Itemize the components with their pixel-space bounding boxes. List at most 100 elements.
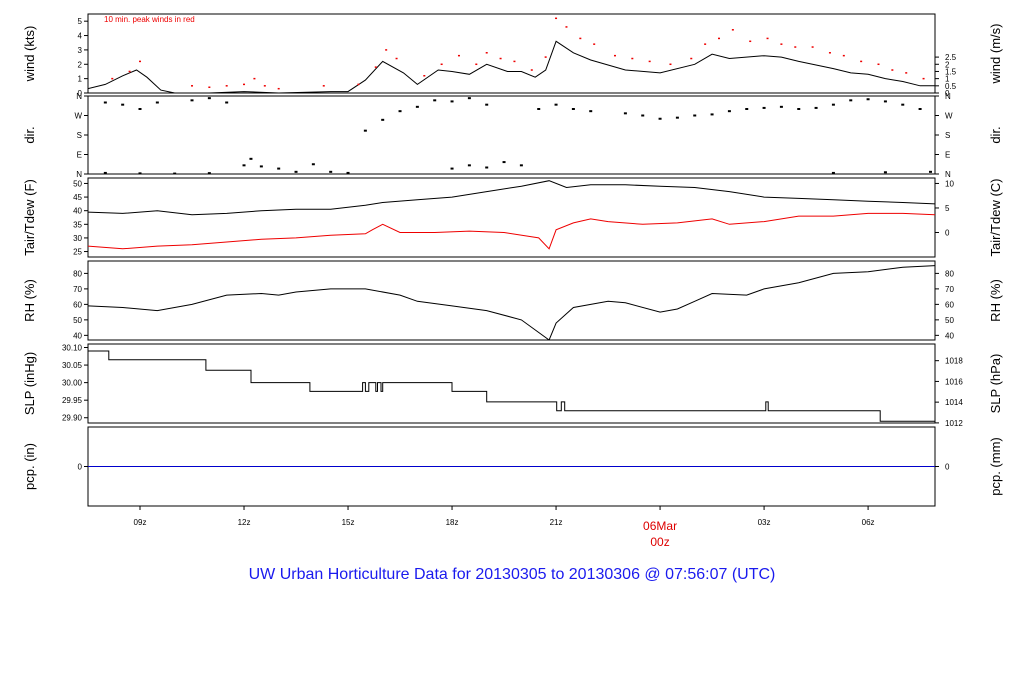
data-point: [225, 101, 229, 104]
plot-area: [88, 350, 935, 422]
panel-direction: dir. dir. N E S W N N E S W N: [22, 92, 1003, 179]
data-point: [905, 72, 908, 74]
data-point: [485, 52, 488, 54]
ytick-right-label: 80: [945, 269, 954, 278]
panel-frame: [87, 95, 936, 175]
data-point: [423, 75, 426, 77]
data-point: [173, 172, 177, 174]
data-point: [277, 87, 280, 90]
data-point: [294, 170, 298, 173]
data-point: [565, 26, 568, 28]
ytick-right-label: 0: [945, 463, 950, 472]
data-point: [450, 167, 454, 170]
data-point: [718, 37, 721, 40]
date-label: 06Mar: [643, 519, 677, 533]
data-point: [731, 29, 734, 31]
ytick-left-label: 40: [73, 207, 82, 216]
ytick-left-label: N: [76, 92, 82, 101]
data-point: [797, 108, 801, 110]
data-point: [669, 63, 672, 66]
data-point: [103, 171, 107, 174]
ytick-right-label: 40: [945, 331, 954, 340]
ytick-left-label: 5: [78, 17, 83, 26]
ytick-left-label: 29.90: [62, 414, 83, 423]
ytick-right-label: 1: [945, 75, 950, 84]
ytick-left-label: 35: [73, 220, 82, 229]
data-point: [374, 66, 377, 68]
data-point: [467, 164, 471, 167]
plot-area: [88, 265, 935, 340]
ytick-right-label: S: [945, 131, 950, 140]
data-point: [311, 163, 315, 166]
data-point: [440, 63, 443, 66]
data-point: [385, 49, 388, 51]
data-point: [579, 37, 582, 40]
data-point: [675, 116, 679, 119]
ytick-right-label: 2.5: [945, 53, 957, 62]
data-point: [207, 172, 211, 174]
ytick-right-label: 1018: [945, 357, 963, 366]
data-point: [346, 171, 350, 174]
ylabel-left: wind (kts): [22, 26, 37, 83]
data-point: [780, 43, 783, 45]
data-point: [589, 110, 593, 113]
panel-frame: [87, 260, 936, 341]
data-point: [502, 161, 506, 164]
ytick-left-label: 3: [78, 46, 83, 55]
data-point: [191, 85, 194, 87]
data-point: [794, 46, 797, 48]
ylabel-right: Tair/Tdew (C): [988, 178, 1003, 256]
data-point: [513, 60, 516, 63]
data-point: [395, 57, 398, 60]
ytick-right-label: 0: [945, 228, 950, 237]
data-point: [537, 108, 541, 110]
panel-temperature: Tair/Tdew (F) Tair/Tdew (C) 25 30 35 40 45 50 0 5…: [22, 177, 1003, 258]
data-point: [485, 166, 489, 169]
panel-precip: pcp. (in) pcp. (mm) 0 0: [22, 426, 1003, 507]
data-point: [415, 105, 419, 108]
ytick-left-label: 45: [73, 193, 82, 202]
xtick-label: 21z: [550, 518, 563, 527]
data-point: [842, 54, 845, 57]
series-rh-0-line: [88, 265, 935, 340]
ytick-right-label: 10: [945, 179, 954, 188]
ylabel-left: RH (%): [22, 279, 37, 322]
panel-rh: RH (%) RH (%) 40 50 60 70 80 40 50 60 70 80: [22, 260, 1003, 341]
data-point: [922, 77, 925, 80]
data-point: [693, 114, 697, 117]
data-point: [749, 40, 752, 43]
xtick-label: 09z: [134, 518, 147, 527]
data-point: [398, 110, 402, 113]
ylabel-left: dir.: [22, 126, 37, 143]
data-point: [467, 97, 471, 100]
ytick-left-label: 80: [73, 269, 82, 278]
data-point: [450, 100, 454, 103]
ylabel-right: RH (%): [988, 279, 1003, 322]
data-point: [891, 69, 894, 71]
data-point: [828, 52, 831, 54]
ytick-left-label: S: [77, 131, 82, 140]
panel-frame: [87, 177, 936, 258]
data-point: [121, 103, 125, 106]
data-point: [138, 172, 142, 174]
ytick-left-label: 60: [73, 300, 82, 309]
ytick-right-label: 1.5: [945, 67, 957, 76]
ylabel-right: wind (m/s): [988, 24, 1003, 85]
data-point: [555, 17, 558, 20]
data-point: [249, 157, 253, 160]
data-point: [357, 83, 360, 86]
data-point: [128, 70, 131, 73]
data-point: [530, 69, 533, 71]
xtick-label: 12z: [238, 518, 251, 527]
data-point: [623, 112, 627, 115]
ytick-left-label: W: [74, 112, 82, 121]
data-point: [329, 170, 333, 173]
panel-frame: [87, 343, 936, 424]
data-point: [381, 118, 385, 121]
ytick-left-label: 0: [78, 89, 83, 98]
ytick-right-label: 70: [945, 285, 954, 294]
plot-area: [103, 97, 932, 174]
data-point: [631, 57, 634, 60]
ytick-left-label: 40: [73, 331, 82, 340]
